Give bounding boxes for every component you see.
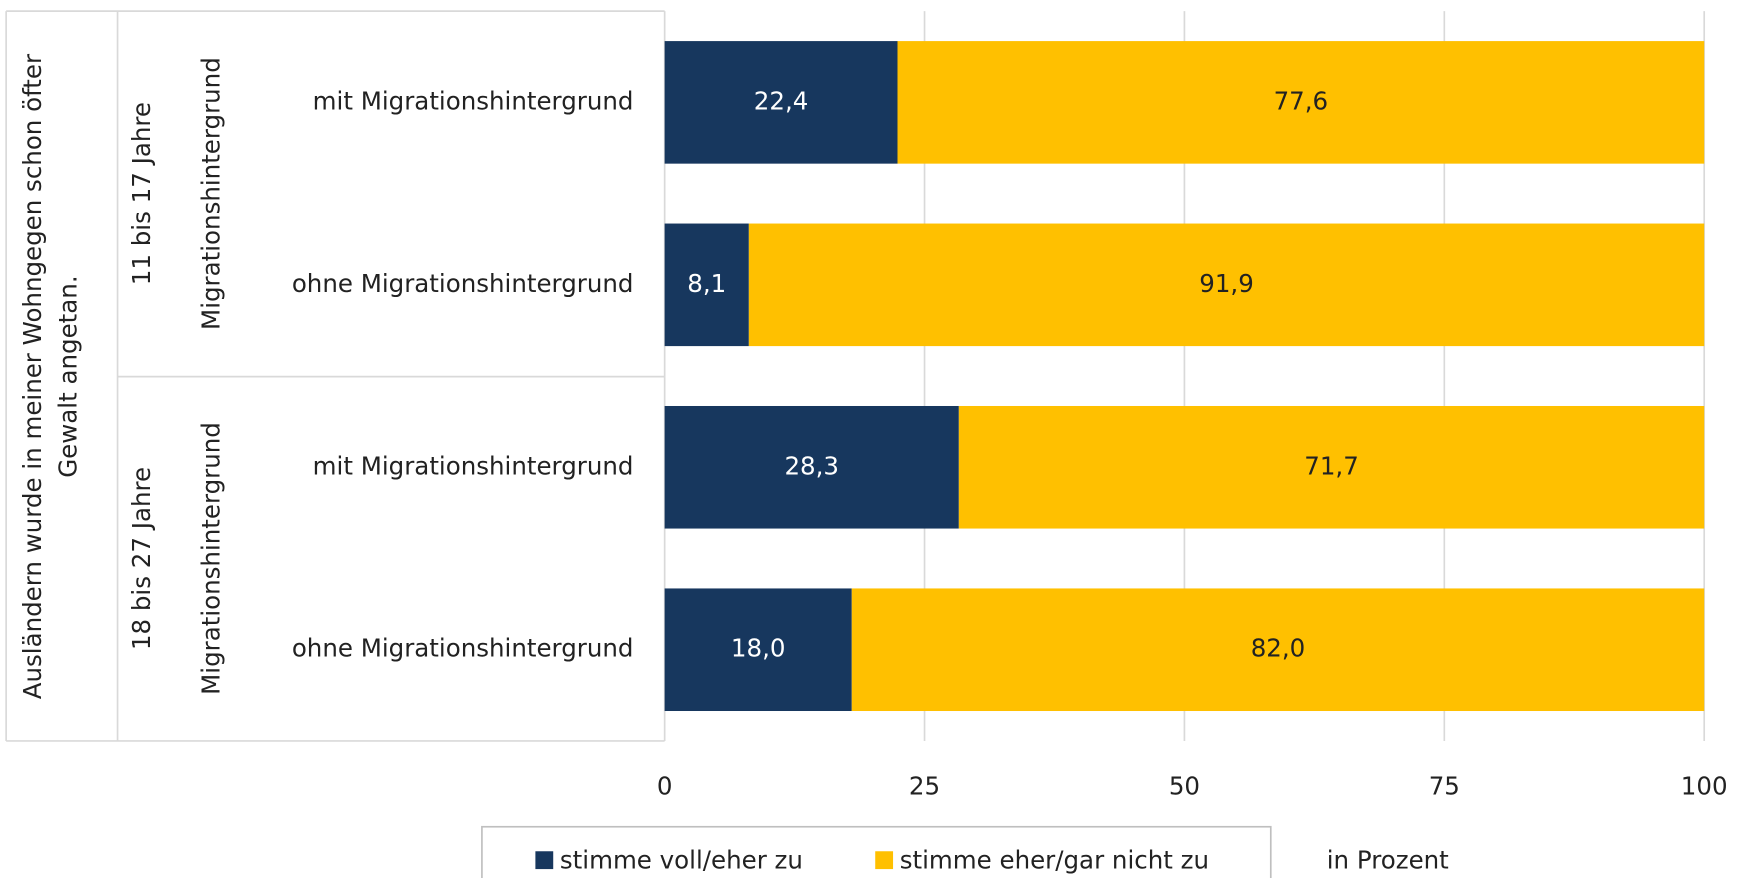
legend-box <box>481 825 1272 878</box>
data-label: 82,0 <box>1251 634 1306 663</box>
data-label: 77,6 <box>1274 86 1329 115</box>
x-axis-label: in Prozent <box>1327 845 1449 874</box>
data-label: 8,1 <box>687 269 726 298</box>
bar-segment <box>664 405 959 529</box>
group-label: 11 bis 17 Jahre <box>127 102 156 285</box>
category-label: ohne Migrationshintergrund <box>292 269 634 298</box>
category-label: mit Migrationshintergrund <box>313 451 634 480</box>
legend-label: stimme voll/eher zu <box>560 845 803 874</box>
data-label: 18,0 <box>731 634 786 663</box>
data-label: 28,3 <box>784 451 839 480</box>
data-label: 91,9 <box>1199 269 1254 298</box>
bar-segment <box>958 405 1705 529</box>
category-label: mit Migrationshintergrund <box>313 86 634 115</box>
data-label: 71,7 <box>1304 451 1359 480</box>
legend-swatch <box>535 851 554 870</box>
bar-segment <box>664 588 852 712</box>
x-tick-label: 25 <box>909 772 940 801</box>
x-tick-label: 50 <box>1169 772 1200 801</box>
x-tick-label: 100 <box>1681 772 1728 801</box>
x-tick-label: 0 <box>657 772 673 801</box>
bar-segment <box>664 223 749 347</box>
legend-swatch <box>875 851 894 870</box>
data-label: 22,4 <box>754 86 809 115</box>
group-label: 18 bis 27 Jahre <box>127 467 156 650</box>
legend-label: stimme eher/gar nicht zu <box>900 845 1209 874</box>
category-label: ohne Migrationshintergrund <box>292 634 634 663</box>
group-subtitle: Migrationshintergrund <box>196 57 225 330</box>
group-subtitle: Migrationshintergrund <box>196 422 225 695</box>
bar-segment <box>748 223 1705 347</box>
bar-segment <box>664 41 898 164</box>
question-label: Gewalt angetan. <box>54 275 83 477</box>
bar-segment <box>897 41 1705 164</box>
x-tick-label: 75 <box>1429 772 1460 801</box>
question-label: Ausländern wurde in meiner Wohngegen sch… <box>18 53 47 699</box>
bar-segment <box>851 588 1705 712</box>
